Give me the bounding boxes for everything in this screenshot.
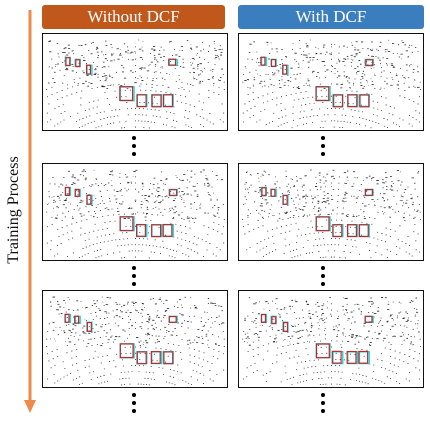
prediction-box — [271, 316, 277, 325]
lidar-points — [46, 169, 225, 259]
point-cloud-scene — [46, 169, 225, 259]
ground-truth-box — [150, 224, 163, 238]
prediction-box — [65, 57, 71, 67]
prediction-box — [151, 224, 162, 238]
point-cloud-scene — [242, 39, 421, 129]
prediction-box — [74, 188, 80, 197]
panel-without-dcf-stage-3 — [42, 290, 228, 388]
prediction-box — [135, 223, 146, 237]
ground-truth-box — [162, 94, 174, 108]
ground-truth-box — [346, 94, 359, 108]
prediction-box — [331, 350, 342, 364]
prediction-box — [163, 94, 174, 108]
prediction-box — [150, 351, 161, 364]
prediction-box — [358, 350, 369, 364]
prediction-box — [347, 94, 358, 108]
panel-with-dcf-stage-2 — [238, 163, 424, 261]
ground-truth-box — [260, 56, 268, 67]
prediction-box — [162, 223, 173, 237]
prediction-box — [364, 315, 373, 323]
prediction-box — [85, 64, 92, 75]
prediction-box — [315, 343, 330, 359]
continuation-dots — [318, 266, 328, 290]
prediction-box — [169, 189, 178, 197]
without-dcf-header: Without DCF — [42, 5, 225, 29]
prediction-box — [364, 188, 373, 197]
prediction-box — [260, 313, 267, 323]
prediction-box — [282, 194, 288, 205]
continuation-dots — [129, 136, 139, 160]
prediction-box — [346, 350, 357, 364]
prediction-box — [86, 321, 92, 332]
prediction-box — [119, 216, 134, 232]
prediction-box — [358, 224, 369, 238]
prediction-box — [365, 59, 374, 67]
ground-truth-box — [119, 343, 135, 359]
ground-truth-box — [315, 86, 331, 102]
continuation-dots — [129, 266, 139, 290]
prediction-box — [270, 188, 276, 197]
prediction-box — [163, 351, 174, 365]
prediction-box — [168, 58, 177, 66]
point-cloud-scene — [46, 296, 225, 386]
prediction-box — [315, 86, 330, 102]
prediction-box — [86, 194, 92, 205]
prediction-box — [315, 216, 330, 232]
point-cloud-scene — [242, 296, 421, 386]
continuation-dots — [129, 393, 139, 417]
panel-without-dcf-stage-1 — [42, 33, 228, 131]
lidar-points — [242, 296, 421, 386]
ground-truth-box — [315, 216, 331, 232]
point-cloud-scene — [46, 39, 225, 129]
lidar-points — [242, 169, 421, 259]
prediction-box — [332, 224, 343, 238]
ground-truth-box — [332, 94, 344, 108]
prediction-box — [151, 94, 162, 108]
ground-truth-box — [162, 351, 174, 365]
prediction-box — [119, 86, 134, 102]
prediction-box — [64, 313, 70, 323]
prediction-box — [74, 315, 80, 324]
ground-truth-box — [64, 313, 72, 324]
prediction-box — [136, 351, 147, 365]
panel-with-dcf-stage-1 — [238, 33, 424, 131]
training-process-label: Training Process — [5, 156, 22, 264]
continuation-dots — [318, 136, 328, 160]
ground-truth-box — [136, 94, 148, 108]
lidar-points — [46, 39, 225, 129]
prediction-box — [333, 94, 344, 108]
panel-with-dcf-stage-3 — [238, 290, 424, 388]
lidar-points — [46, 296, 225, 386]
point-cloud-scene — [242, 169, 421, 259]
ground-truth-box — [150, 94, 163, 108]
prediction-box — [346, 224, 357, 238]
with-dcf-header: With DCF — [238, 5, 424, 29]
training-process-arrow — [24, 10, 36, 413]
prediction-box — [260, 56, 266, 66]
prediction-box — [261, 187, 267, 197]
prediction-box — [168, 315, 177, 323]
prediction-box — [119, 343, 134, 359]
prediction-box — [136, 94, 147, 108]
prediction-box — [64, 186, 70, 196]
continuation-dots — [318, 393, 328, 417]
ground-truth-box — [119, 216, 135, 232]
panel-without-dcf-stage-2 — [42, 163, 228, 261]
prediction-box — [282, 64, 288, 75]
lidar-points — [242, 39, 421, 129]
ground-truth-box — [315, 343, 331, 359]
prediction-box — [282, 322, 289, 333]
prediction-box — [75, 59, 81, 68]
prediction-box — [359, 94, 370, 108]
ground-truth-box — [358, 94, 370, 108]
prediction-box — [270, 58, 277, 68]
